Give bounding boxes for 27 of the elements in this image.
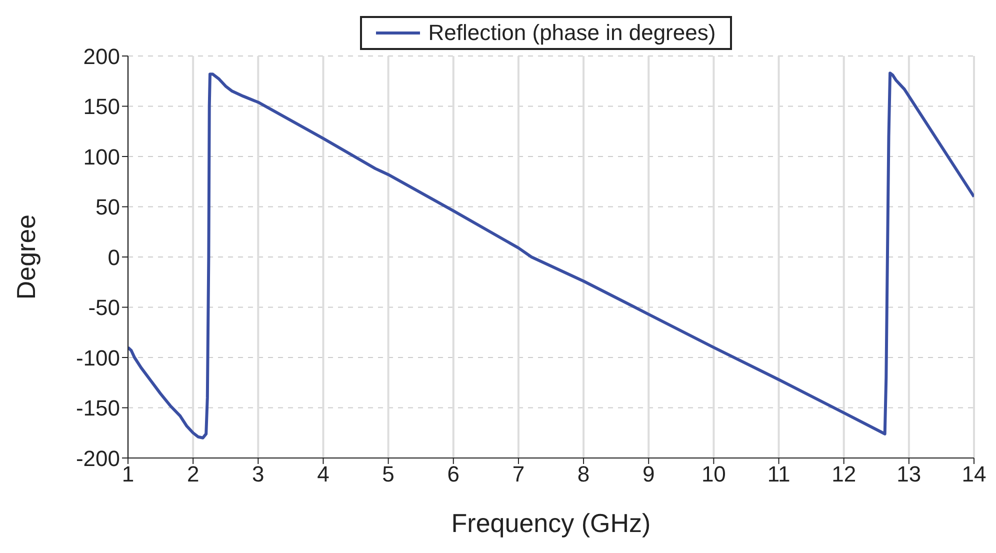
x-tick-label: 3 bbox=[252, 462, 264, 487]
x-tick-label: 13 bbox=[896, 462, 922, 487]
x-tick-label: 7 bbox=[512, 462, 525, 487]
x-tick-label: 4 bbox=[317, 462, 330, 487]
y-tick-label: 200 bbox=[83, 44, 120, 69]
y-tick-label: -100 bbox=[76, 345, 120, 370]
x-tick-label: 9 bbox=[642, 462, 655, 487]
x-axis-title: Frequency (GHz) bbox=[451, 508, 651, 538]
legend-label: Reflection (phase in degrees) bbox=[428, 20, 716, 46]
x-tick-label: 10 bbox=[701, 462, 726, 487]
y-tick-label: -200 bbox=[76, 446, 120, 471]
x-tick-label: 6 bbox=[447, 462, 460, 487]
y-tick-label: 100 bbox=[83, 144, 120, 170]
y-axis-title: Degree bbox=[11, 214, 42, 300]
y-tick-label: -50 bbox=[88, 295, 120, 320]
y-tick-label: 50 bbox=[96, 194, 120, 220]
x-tick-label: 5 bbox=[382, 462, 394, 487]
x-tick-label: 14 bbox=[962, 462, 986, 487]
x-tick-label: 11 bbox=[767, 462, 790, 487]
x-tick-label: 2 bbox=[186, 462, 200, 487]
x-tick-label: 8 bbox=[577, 462, 590, 487]
y-tick-label: 0 bbox=[108, 244, 120, 270]
y-tick-label: 150 bbox=[83, 94, 120, 120]
x-tick-label: 12 bbox=[832, 462, 856, 487]
y-tick-label: -150 bbox=[76, 396, 120, 421]
line-series bbox=[128, 72, 974, 440]
x-tick-label: 1 bbox=[122, 462, 134, 487]
